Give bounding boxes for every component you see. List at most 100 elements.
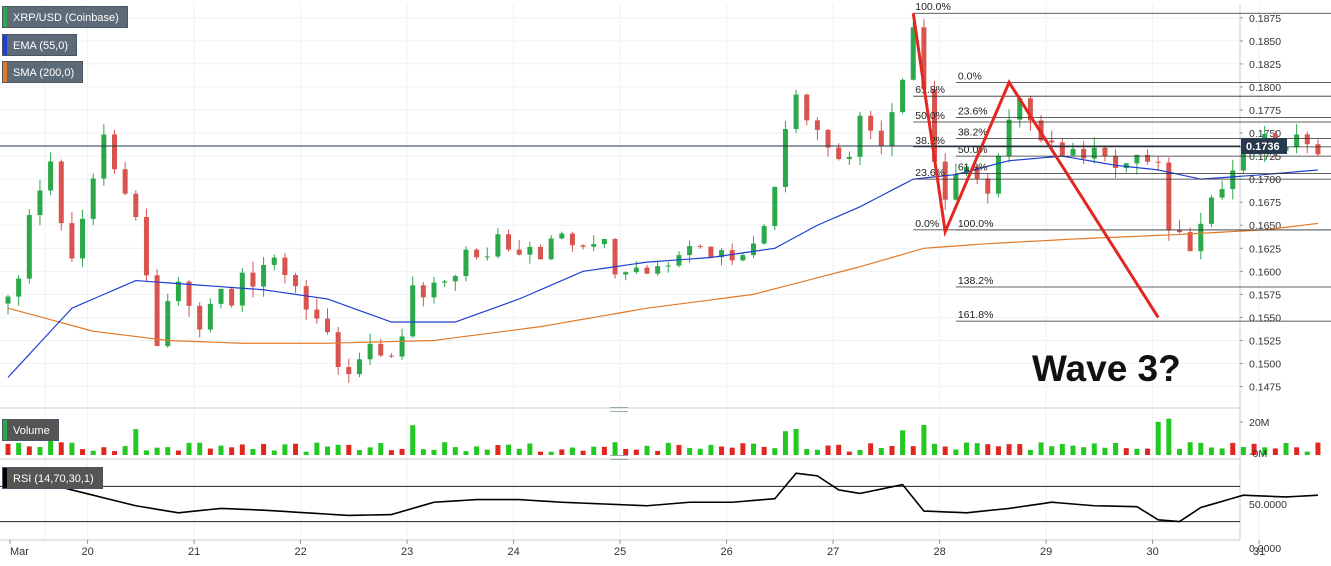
volume-bar	[186, 442, 192, 455]
candle-body	[506, 234, 512, 250]
pane-resize-handle-rsi[interactable]	[610, 455, 628, 460]
volume-bar	[782, 431, 788, 455]
candle-body	[857, 115, 863, 157]
candle-body	[1208, 197, 1214, 224]
pane-resize-handle-volume[interactable]	[610, 407, 628, 412]
volume-bar	[1027, 449, 1033, 455]
candle-body	[527, 246, 533, 255]
volume-bar	[1006, 444, 1012, 455]
volume-bar	[995, 446, 1001, 455]
candle-body	[782, 128, 788, 187]
volume-bar	[1283, 442, 1289, 455]
x-tick-label: 28	[933, 546, 945, 558]
volume-bar	[1251, 443, 1257, 455]
volume-bar	[69, 442, 75, 455]
rsi-legend[interactable]: RSI (14,70,30,1)	[2, 467, 103, 489]
candle-body	[325, 318, 330, 333]
volume-bar	[836, 444, 842, 455]
candle-body	[186, 281, 192, 306]
candle-body	[1166, 162, 1172, 231]
volume-bar	[1059, 443, 1065, 455]
candle-body	[1102, 147, 1108, 157]
y-tick-label: 0.1575	[1249, 289, 1281, 301]
volume-bar	[985, 444, 991, 455]
candle-body	[495, 234, 501, 257]
y-tick-label: 0.1475	[1249, 382, 1281, 394]
fib-level-label: 138.2%	[958, 275, 994, 287]
candle-body	[548, 238, 554, 260]
ema-55-line	[7, 155, 1319, 378]
volume-bar	[1081, 447, 1087, 455]
volume-label: Volume	[13, 425, 50, 437]
volume-bar	[431, 449, 437, 455]
volume-bar	[814, 449, 820, 455]
volume-bar	[175, 450, 181, 455]
candle-body	[804, 94, 810, 121]
volume-bar	[857, 449, 863, 455]
sma-legend[interactable]: SMA (200,0)	[2, 61, 84, 83]
volume-bar	[271, 450, 277, 455]
candle-body	[623, 272, 629, 275]
x-tick-label: Mar	[10, 546, 29, 558]
y-tick-label: 0.1525	[1249, 335, 1281, 347]
candle-body	[5, 296, 11, 304]
volume-bar	[1304, 451, 1310, 455]
volume-bar	[538, 451, 543, 455]
candle-body	[1304, 134, 1310, 145]
candle-body	[1145, 154, 1151, 162]
volume-bar	[1145, 448, 1151, 455]
symbol-label: XRP/USD (Coinbase)	[13, 12, 119, 24]
symbol-legend[interactable]: XRP/USD (Coinbase)	[2, 6, 128, 28]
candle-body	[122, 169, 128, 194]
volume-bar	[1198, 442, 1204, 455]
candle-body	[90, 178, 96, 219]
volume-bar	[314, 442, 320, 455]
volume-bar	[591, 446, 597, 455]
candle-body	[995, 156, 1001, 194]
volume-bar	[548, 451, 554, 455]
candle-body	[751, 243, 756, 256]
volume-bar	[261, 443, 267, 455]
fib-level-label: 0.0%	[958, 70, 982, 82]
volume-bar	[410, 425, 416, 455]
candle-body	[218, 288, 224, 304]
volume-bar	[58, 442, 64, 455]
volume-bar	[218, 445, 224, 455]
volume-bar	[964, 442, 969, 455]
candle-body	[26, 215, 32, 279]
candle-body	[580, 245, 586, 247]
candle-body	[346, 367, 352, 375]
volume-bar	[793, 429, 799, 455]
volume-color-swatch	[3, 420, 7, 440]
volume-legend[interactable]: Volume	[2, 419, 59, 441]
candle-body	[612, 239, 618, 275]
volume-bar	[921, 424, 927, 455]
candle-body	[559, 233, 565, 239]
volume-bar	[719, 446, 725, 455]
x-tick-label: 20	[81, 546, 93, 558]
volume-bar	[687, 448, 693, 455]
symbol-color-swatch	[3, 7, 7, 27]
candle-body	[1006, 119, 1012, 157]
volume-bar	[953, 449, 959, 455]
volume-bar	[825, 445, 831, 455]
fib-level-label: 100.0%	[958, 218, 994, 230]
volume-bar	[708, 444, 714, 455]
last-price-label: 0.1736	[1246, 141, 1280, 153]
volume-bar	[804, 449, 810, 455]
volume-bar	[90, 450, 96, 455]
candle-body	[1294, 134, 1300, 148]
x-tick-label: 22	[294, 546, 306, 558]
candle-body	[729, 250, 735, 261]
candle-body	[1240, 153, 1246, 171]
volume-bar	[1272, 448, 1278, 455]
volume-bar	[1219, 448, 1225, 455]
candle-body	[974, 166, 980, 179]
candle-body	[175, 281, 181, 302]
volume-bar	[1294, 447, 1300, 455]
ema-legend[interactable]: EMA (55,0)	[2, 34, 78, 56]
candle-body	[154, 275, 160, 347]
y-tick-label: 0.1675	[1249, 197, 1281, 209]
candle-body	[250, 272, 256, 287]
